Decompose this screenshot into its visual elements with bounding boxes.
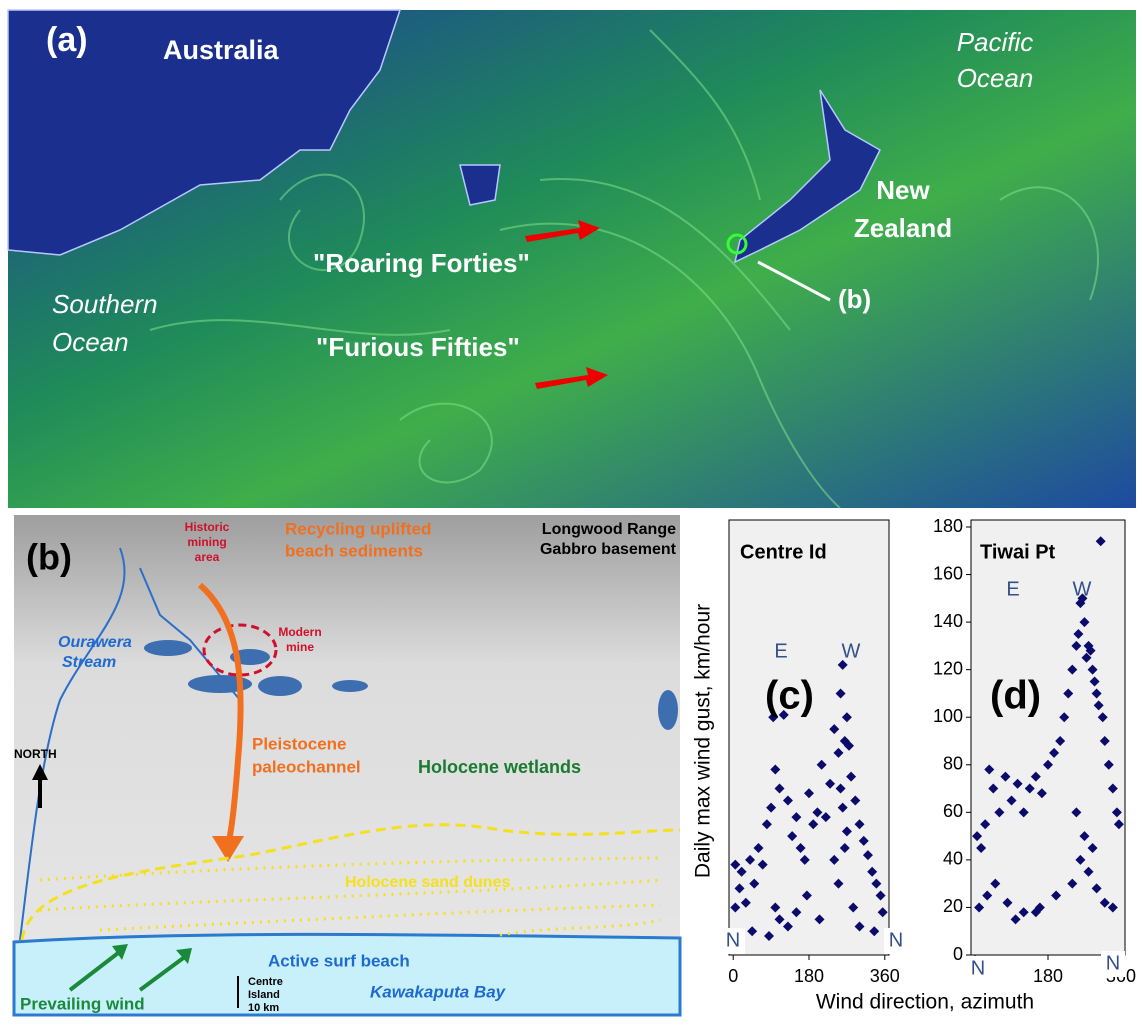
label: Modern: [278, 625, 321, 639]
label: Island: [248, 989, 280, 1001]
x-tick-label: 180: [794, 966, 824, 986]
label: Prevailing wind: [20, 994, 145, 1013]
label: Centre: [248, 976, 283, 988]
y-tick-label: 40: [943, 849, 963, 869]
panel-label: (c): [765, 674, 814, 718]
label: 10 km: [248, 1002, 279, 1014]
charts: 0 180 360 Centre Id (c) E W N N Daily max wind gu…: [692, 516, 1136, 1014]
label: Pacific: [957, 27, 1034, 57]
y-tick-label: 140: [933, 611, 963, 631]
label: Gabbro basement: [540, 541, 677, 558]
label: NORTH: [14, 747, 57, 761]
label: Holocene wetlands: [418, 757, 581, 777]
chart-title: Centre Id: [740, 541, 827, 563]
direction-label: N: [971, 957, 985, 979]
panel-label: (d): [990, 674, 1041, 718]
plot-area: [971, 520, 1125, 955]
direction-label: E: [1006, 578, 1019, 600]
label: Zealand: [854, 213, 952, 243]
label: Southern: [52, 289, 158, 319]
label: Recycling uplifted: [285, 519, 431, 538]
y-tick-label: 180: [933, 516, 963, 536]
label: area: [195, 550, 220, 564]
label: paleochannel: [252, 757, 361, 776]
direction-label: W: [842, 640, 861, 662]
label: Australia: [163, 35, 280, 65]
x-axis-label: Wind direction, azimuth: [816, 991, 1034, 1014]
y-tick-label: 0: [953, 944, 963, 964]
x-tick-label: 360: [870, 966, 900, 986]
panel-a: (a) Australia Pacific Ocean New Zealand …: [8, 10, 1136, 508]
y-tick-label: 120: [933, 658, 963, 678]
label: Holocene sand dunes: [345, 874, 510, 891]
y-tick-label: 20: [943, 896, 963, 916]
label: Ocean: [957, 63, 1034, 93]
direction-label: N: [726, 929, 740, 951]
chart-title: Tiwai Pt: [980, 541, 1056, 563]
direction-label: W: [1073, 578, 1092, 600]
label: Pleistocene: [252, 734, 347, 753]
panel-b: (b) Recycling uplifted beach sediments P…: [14, 515, 680, 1015]
label: mining: [187, 535, 226, 549]
figure: (a) Australia Pacific Ocean New Zealand …: [0, 0, 1142, 1022]
direction-label: E: [774, 640, 787, 662]
panel-label: (a): [46, 21, 88, 59]
y-tick-label: 160: [933, 563, 963, 583]
y-axis-label: Daily max wind gust, km/hour: [692, 604, 715, 878]
y-tick-label: 100: [933, 706, 963, 726]
direction-label: N: [889, 929, 903, 951]
label: Longwood Range: [542, 521, 676, 538]
label: New: [876, 175, 930, 205]
x-tick-label: 0: [728, 966, 738, 986]
panel-label: (b): [26, 537, 72, 578]
label: beach sediments: [285, 541, 423, 560]
y-tick-label: 80: [943, 754, 963, 774]
label: mine: [286, 640, 314, 654]
label: Historic: [185, 520, 230, 534]
x-tick-label: 180: [1033, 966, 1063, 986]
label: Ocean: [52, 327, 129, 357]
label: Kawakaputa Bay: [370, 982, 507, 1001]
label: (b): [838, 284, 871, 314]
label: Active surf beach: [268, 951, 410, 970]
label: Ourawera: [58, 634, 132, 651]
label: "Furious Fifties": [316, 332, 520, 362]
direction-label: N: [1106, 952, 1120, 974]
label: Stream: [62, 654, 116, 671]
label: "Roaring Forties": [313, 248, 530, 278]
y-tick-label: 60: [943, 801, 963, 821]
plot-area: [729, 520, 889, 955]
